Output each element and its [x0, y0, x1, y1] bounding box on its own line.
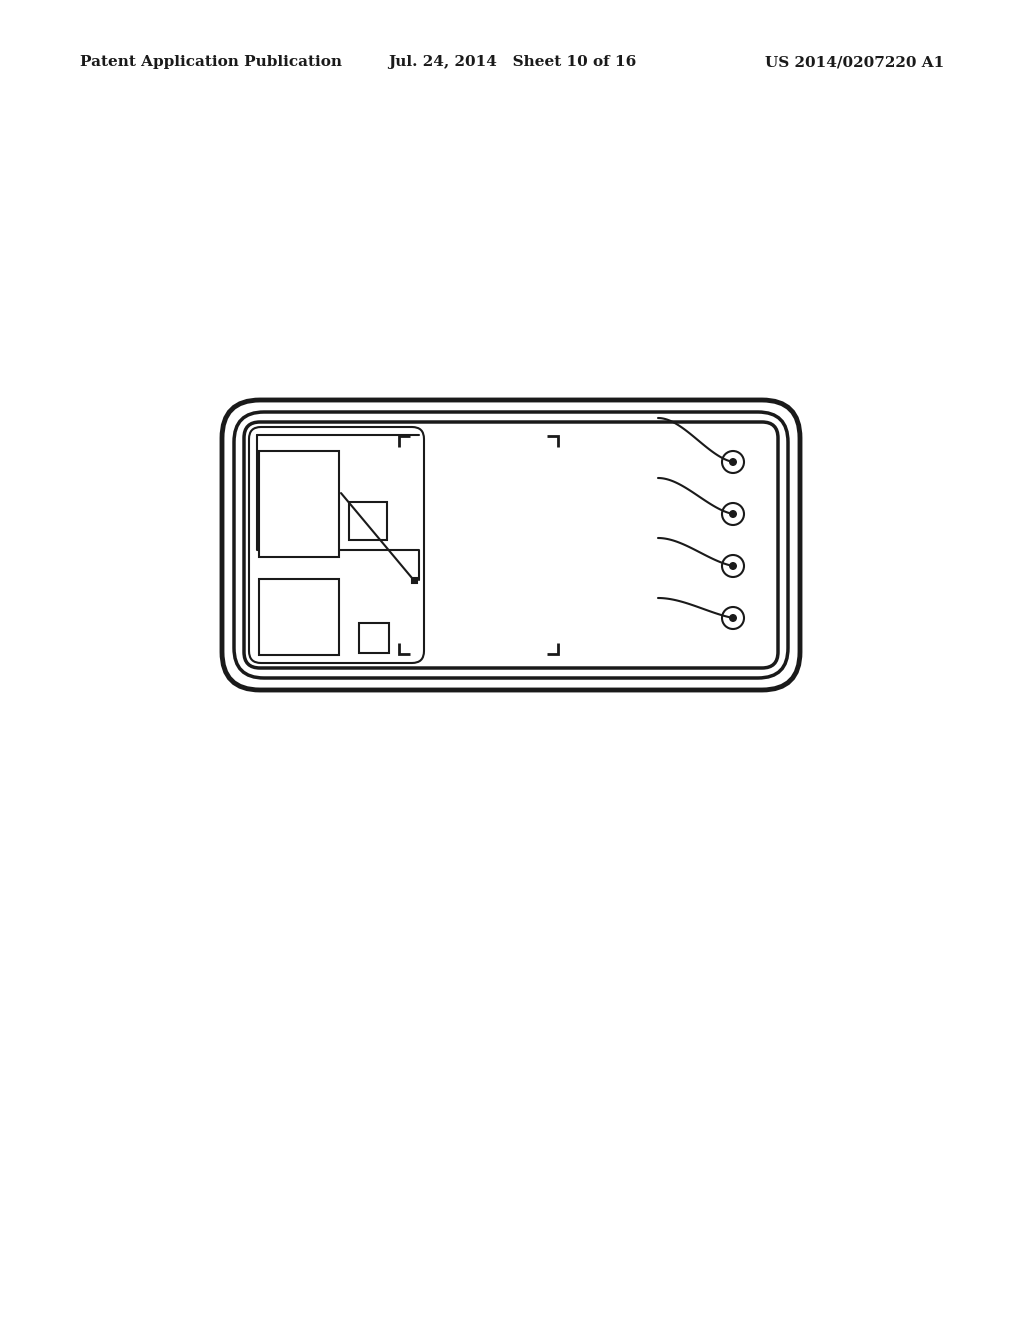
Text: Jul. 24, 2014   Sheet 10 of 16: Jul. 24, 2014 Sheet 10 of 16	[388, 55, 636, 69]
Circle shape	[729, 562, 737, 570]
FancyBboxPatch shape	[244, 422, 778, 668]
Bar	[259, 450, 339, 557]
Circle shape	[729, 614, 737, 622]
Bar	[359, 623, 389, 653]
Text: FIG. 10: FIG. 10	[455, 565, 569, 595]
Text: Patent Application Publication: Patent Application Publication	[80, 55, 342, 69]
Circle shape	[729, 510, 737, 517]
Text: US 2014/0207220 A1: US 2014/0207220 A1	[765, 55, 944, 69]
Circle shape	[729, 458, 737, 466]
Bar	[412, 578, 417, 583]
FancyBboxPatch shape	[222, 400, 800, 690]
FancyBboxPatch shape	[234, 412, 788, 678]
FancyBboxPatch shape	[249, 426, 424, 663]
Bar	[259, 579, 339, 655]
Bar	[349, 503, 387, 540]
